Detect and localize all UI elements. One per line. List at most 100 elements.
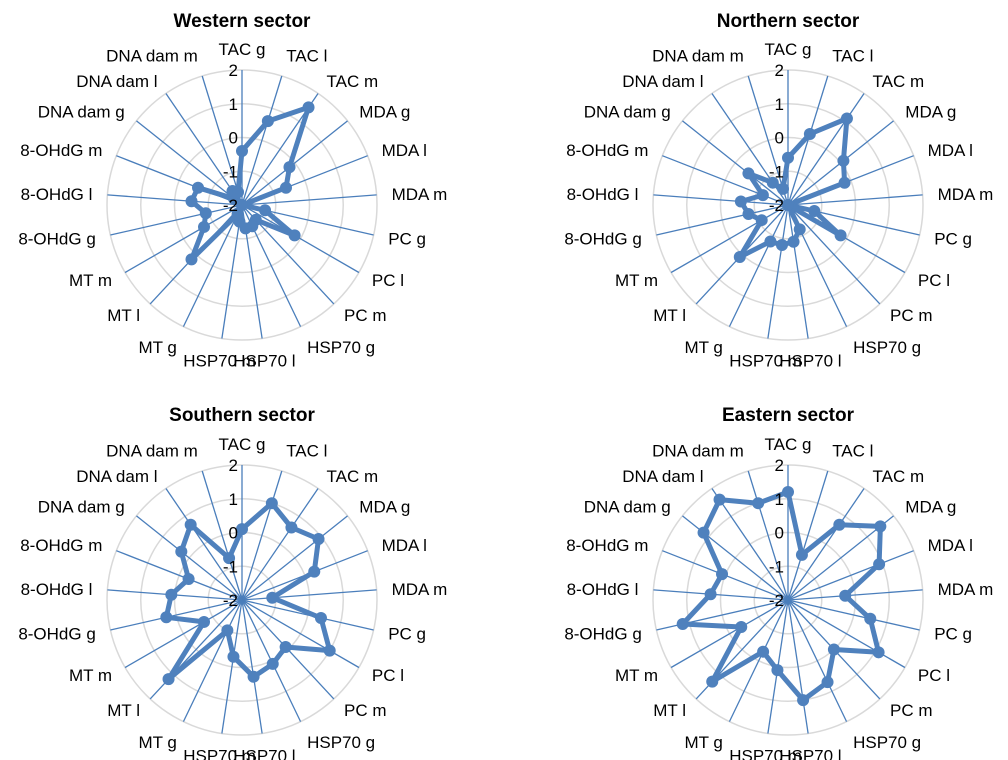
data-point <box>777 182 790 195</box>
category-label: MDA g <box>359 498 410 517</box>
axis-spoke <box>124 204 243 274</box>
data-point <box>182 573 195 586</box>
data-point <box>713 493 726 506</box>
category-label: HSP70 l <box>233 746 295 760</box>
category-label: HSP70 m <box>729 746 802 760</box>
axis-spoke <box>767 204 789 339</box>
data-point <box>165 588 178 601</box>
axis-spoke <box>787 93 865 206</box>
category-label: PC m <box>344 306 387 325</box>
category-label: 8-OHdG l <box>567 580 639 599</box>
category-label: HSP70 g <box>853 733 921 752</box>
data-point <box>232 186 245 199</box>
axis-spoke <box>653 194 789 206</box>
category-label: 8-OHdG g <box>564 229 641 248</box>
data-point <box>782 486 794 498</box>
data-point <box>236 523 248 536</box>
category-label: TAC l <box>832 442 873 461</box>
data-point <box>821 676 834 689</box>
axis-spoke <box>787 204 881 305</box>
category-label: MDA m <box>938 580 994 599</box>
category-label: DNA dam g <box>584 103 671 122</box>
category-label: MT m <box>615 666 658 685</box>
data-point <box>231 208 244 221</box>
category-label: HSP70 g <box>307 338 375 357</box>
data-point <box>704 588 717 601</box>
axis-spoke <box>787 194 923 206</box>
data-point <box>323 644 336 657</box>
category-label: DNA dam m <box>106 442 198 461</box>
category-label: TAC l <box>286 47 327 66</box>
data-point <box>198 615 211 628</box>
category-label: 8-OHdG m <box>20 141 102 160</box>
axis-spoke <box>787 599 906 669</box>
category-label: HSP70 g <box>853 338 921 357</box>
axis-spoke <box>787 599 920 631</box>
data-point <box>198 220 211 233</box>
axis-spoke <box>182 204 243 327</box>
tick-label: -1 <box>769 162 784 181</box>
category-label: MT g <box>684 338 722 357</box>
data-point <box>185 253 198 266</box>
data-point <box>795 548 808 561</box>
data-point <box>756 189 769 202</box>
category-label: TAC m <box>327 467 379 486</box>
chart-title: Southern sector <box>169 405 315 426</box>
category-label: MDA l <box>928 536 973 555</box>
axis-spoke <box>136 515 243 601</box>
data-point <box>808 205 821 218</box>
data-point <box>266 591 279 604</box>
data-point <box>733 250 746 263</box>
category-label: MT l <box>653 306 686 325</box>
axis-spoke <box>165 488 243 601</box>
axis-spoke <box>116 550 243 601</box>
axis-spoke <box>241 194 377 206</box>
category-label: TAC g <box>765 40 812 59</box>
axis-spoke <box>201 470 243 601</box>
category-label: PC g <box>934 624 972 643</box>
tick-label: 0 <box>775 129 784 148</box>
axis-spoke <box>787 470 829 601</box>
axis-spoke <box>747 470 789 601</box>
category-label: TAC m <box>327 72 379 91</box>
data-point <box>803 128 816 141</box>
category-label: TAC g <box>765 435 812 454</box>
data-point <box>302 101 315 114</box>
data-point <box>833 518 846 531</box>
category-label: MDA l <box>382 141 427 160</box>
data-point <box>175 545 188 558</box>
category-label: MDA l <box>928 141 973 160</box>
category-label: MT g <box>684 733 722 752</box>
category-label: HSP70 l <box>779 351 841 370</box>
axis-spoke <box>241 599 360 669</box>
category-label: PC l <box>372 666 404 685</box>
category-label: MDA m <box>392 580 448 599</box>
axis-spoke <box>241 515 348 601</box>
data-point <box>735 621 748 633</box>
tick-label: -1 <box>223 557 238 576</box>
data-point <box>834 229 847 242</box>
category-label: TAC m <box>873 72 925 91</box>
axis-spoke <box>682 120 789 206</box>
tick-label: -1 <box>223 162 238 181</box>
tick-label: 2 <box>775 61 784 80</box>
axis-spoke <box>201 75 243 206</box>
data-point <box>184 518 197 531</box>
category-label: TAC m <box>873 467 925 486</box>
axis-spoke <box>653 589 789 601</box>
axis-spoke <box>787 75 829 206</box>
axis-spoke <box>670 599 789 669</box>
category-label: TAC l <box>286 442 327 461</box>
data-point <box>874 520 887 533</box>
category-label: DNA dam l <box>622 467 703 486</box>
data-point <box>285 521 298 534</box>
category-label: MT l <box>107 701 140 720</box>
category-label: MT g <box>138 338 176 357</box>
category-label: MT m <box>69 271 112 290</box>
data-point <box>706 675 719 688</box>
series-line <box>163 500 333 682</box>
category-label: PC g <box>388 624 426 643</box>
